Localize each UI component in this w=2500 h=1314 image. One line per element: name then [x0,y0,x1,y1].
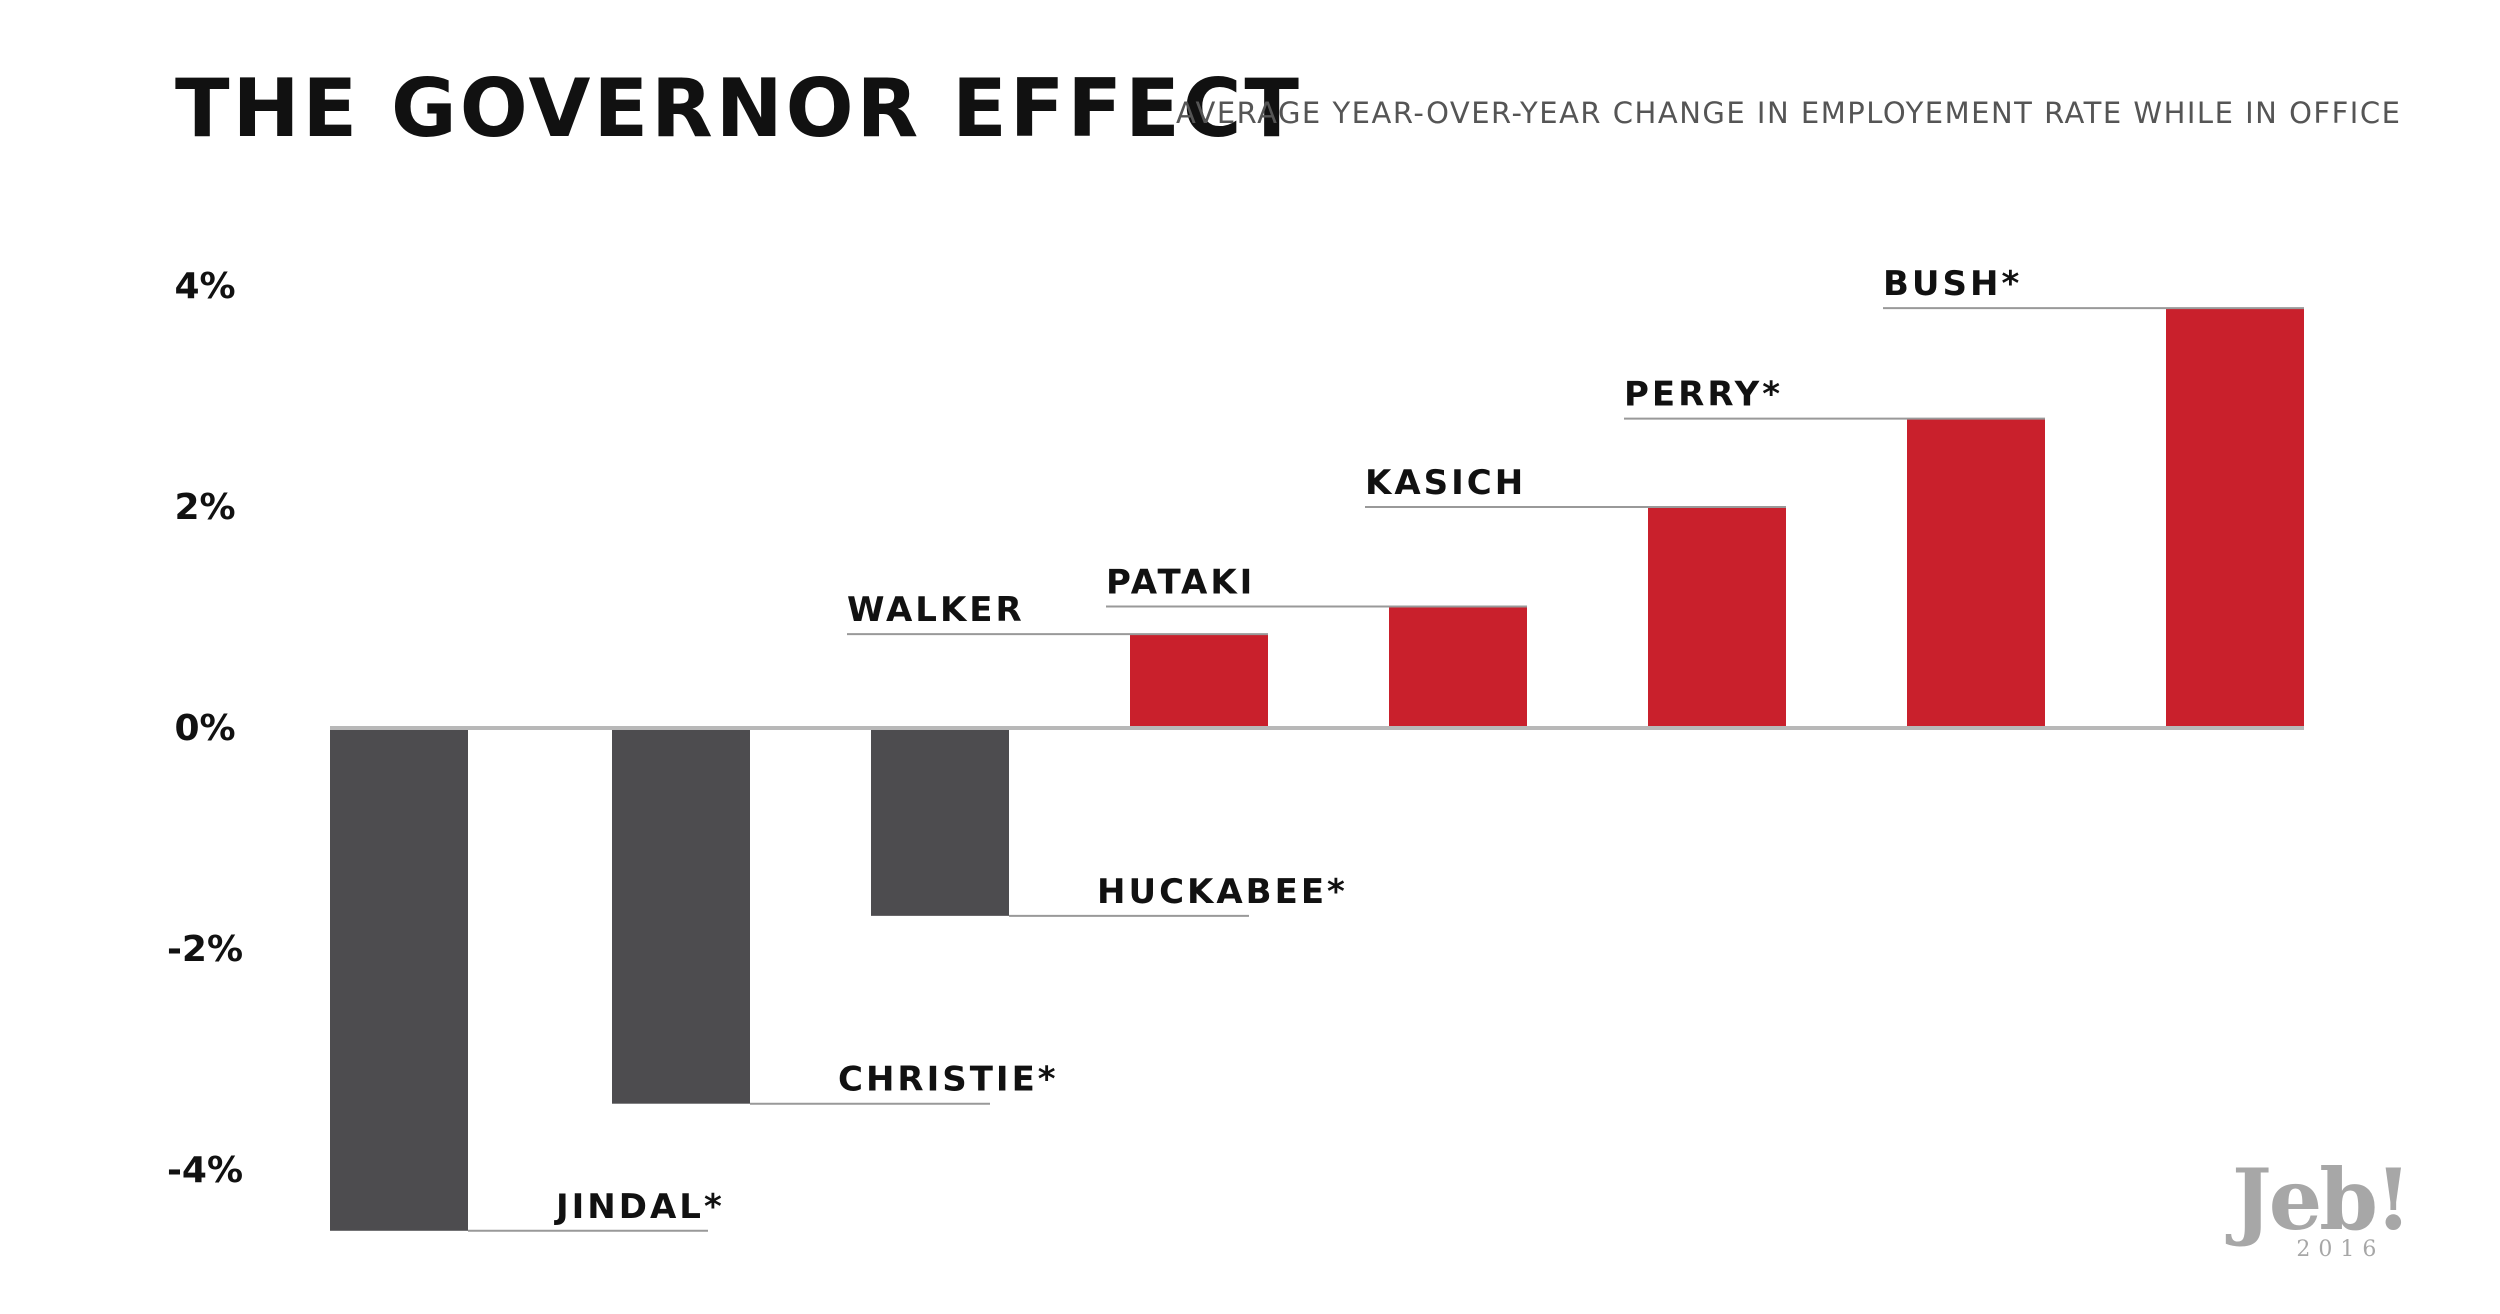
bar [1648,507,1786,728]
y-axis-ticks: 4% 2% 0% -2% -4% [167,266,243,1191]
bar-label: JINDAL* [554,1187,725,1227]
logo-year: 2016 [2296,1237,2385,1262]
bar-label: BUSH* [1883,264,2022,304]
chart-title: THE GOVERNOR EFFECT [175,62,1302,155]
bars-group [330,308,2304,1231]
y-tick-label: 2% [174,487,235,528]
bar-label: PERRY* [1624,375,1783,415]
bar-labels-group: JINDAL* CHRISTIE* HUCKABEE* WALKER PATAKI KAS… [468,264,2304,1232]
bar [1907,418,2045,728]
bar-label: KASICH [1365,463,1526,503]
bar [2166,308,2304,728]
bar [1130,634,1268,728]
bar [871,728,1009,916]
bar [612,728,750,1104]
chart-subtitle: AVERAGE YEAR-OVER-YEAR CHANGE IN EMPLOYE… [1176,96,2402,130]
y-tick-label: -2% [167,929,243,970]
bar-label: HUCKABEE* [1097,872,1348,912]
bar-label: CHRISTIE* [838,1060,1059,1100]
bar [1389,606,1527,728]
y-tick-label: 4% [174,266,235,307]
bar [330,728,468,1231]
y-tick-label: -4% [167,1150,243,1191]
bar-label: PATAKI [1106,562,1255,602]
bar-label: WALKER [847,590,1025,630]
jeb-logo: Jeb! 2016 [2232,1150,2412,1263]
logo-wordmark: Jeb! [2232,1150,2412,1249]
y-tick-label: 0% [174,708,235,749]
